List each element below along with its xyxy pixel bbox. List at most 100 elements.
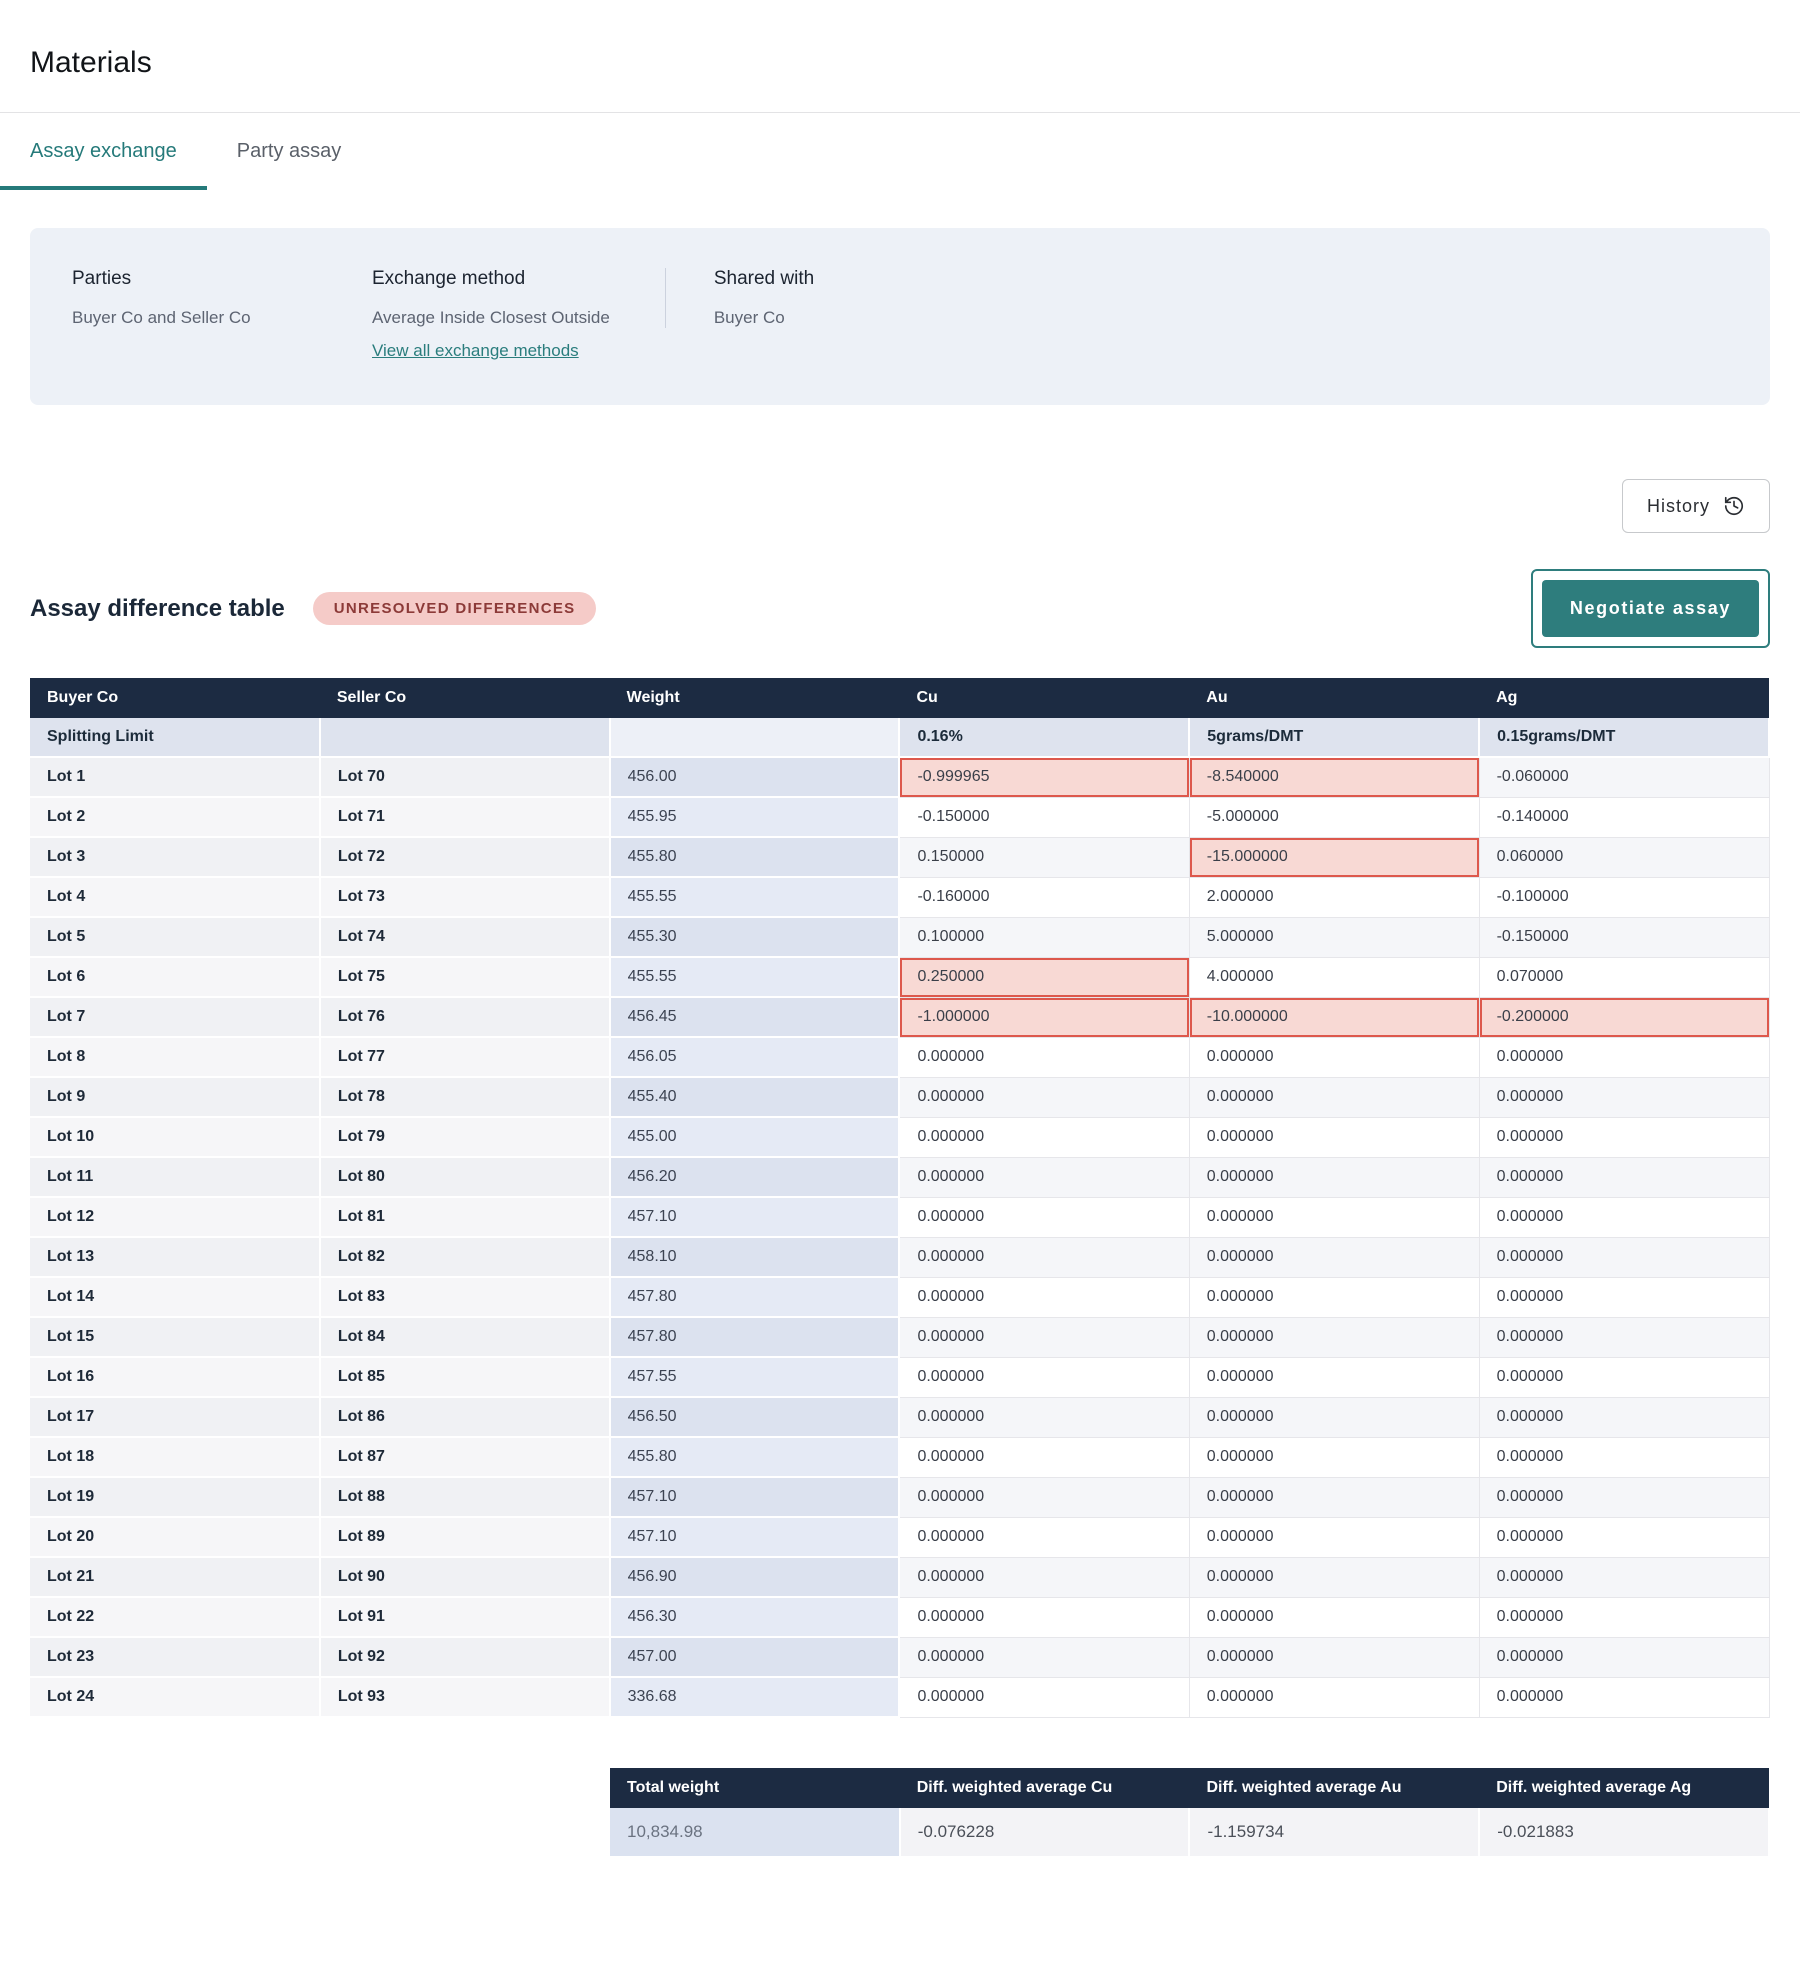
cell-ag: -0.150000 bbox=[1479, 917, 1770, 958]
parties-label: Parties bbox=[72, 268, 132, 289]
cell-au: 0.000000 bbox=[1189, 1557, 1480, 1598]
shared-with-group: Shared with Buyer Co bbox=[664, 268, 869, 328]
table-row: Lot 24 Lot 93 336.68 0.000000 0.000000 0.0000… bbox=[30, 1677, 1770, 1718]
cell-cu: 0.000000 bbox=[899, 1237, 1190, 1278]
cell-ag: 0.000000 bbox=[1479, 1637, 1770, 1678]
cell-au: 0.000000 bbox=[1189, 1197, 1480, 1238]
cell-ag: 0.000000 bbox=[1479, 1117, 1770, 1158]
shared-with-value: Buyer Co bbox=[713, 308, 785, 327]
tab-assay-exchange[interactable]: Assay exchange bbox=[0, 113, 207, 190]
cell-weight: 455.55 bbox=[609, 877, 901, 918]
table-header-row: Buyer Co Seller Co Weight Cu Au Ag bbox=[30, 678, 1769, 718]
cell-au: 0.000000 bbox=[1189, 1477, 1480, 1518]
cell-au: 0.000000 bbox=[1189, 1637, 1480, 1678]
cell-seller: Lot 78 bbox=[319, 1077, 611, 1118]
cell-cu: 0.000000 bbox=[899, 1517, 1190, 1558]
cell-seller: Lot 73 bbox=[319, 877, 611, 918]
cell-seller: Lot 76 bbox=[319, 997, 611, 1038]
title-divider bbox=[0, 112, 1800, 113]
cell-au: 0.000000 bbox=[1189, 1677, 1480, 1718]
cell-weight: 456.05 bbox=[609, 1037, 901, 1078]
cell-buyer: Lot 5 bbox=[30, 917, 321, 958]
splitting-limit-row: Splitting Limit 0.16% 5grams/DMT 0.15gra… bbox=[30, 718, 1770, 758]
cell-cu: 0.000000 bbox=[899, 1117, 1190, 1158]
cell-cu: 0.000000 bbox=[899, 1597, 1190, 1638]
cell-cu: -1.000000 bbox=[899, 997, 1190, 1038]
cell-buyer: Lot 4 bbox=[30, 877, 321, 918]
table-row: Lot 22 Lot 91 456.30 0.000000 0.000000 0.0000… bbox=[30, 1597, 1770, 1638]
table-row: Lot 4 Lot 73 455.55 -0.160000 2.000000 -0.100… bbox=[30, 877, 1770, 918]
cell-ag: 0.060000 bbox=[1479, 837, 1770, 878]
cell-weight: 457.10 bbox=[609, 1517, 901, 1558]
exchange-method-label: Exchange method bbox=[372, 268, 526, 289]
cell-weight: 456.50 bbox=[609, 1397, 901, 1438]
history-button[interactable]: History bbox=[1621, 479, 1770, 533]
cell-seller: Lot 87 bbox=[319, 1437, 611, 1478]
cell-weight: 457.10 bbox=[609, 1197, 901, 1238]
assay-difference-table-wrap: Buyer Co Seller Co Weight Cu Au Ag Split… bbox=[0, 678, 1800, 1718]
cell-weight: 457.10 bbox=[609, 1477, 901, 1518]
cell-au: 0.000000 bbox=[1189, 1037, 1480, 1078]
cell-au: -8.540000 bbox=[1189, 757, 1480, 798]
cell-au: 4.000000 bbox=[1189, 957, 1480, 998]
cell-ag: 0.000000 bbox=[1479, 1357, 1770, 1398]
cell-ag: 0.000000 bbox=[1479, 1277, 1770, 1318]
assay-difference-table: Buyer Co Seller Co Weight Cu Au Ag Split… bbox=[30, 678, 1770, 1718]
cell-seller: Lot 71 bbox=[319, 797, 611, 838]
cell-buyer: Lot 19 bbox=[30, 1477, 321, 1518]
section-title: Assay difference table bbox=[30, 594, 285, 622]
cell-au: 0.000000 bbox=[1189, 1277, 1480, 1318]
table-row: Lot 6 Lot 75 455.55 0.250000 4.000000 0.07000… bbox=[30, 957, 1770, 998]
cell-seller: Lot 92 bbox=[319, 1637, 611, 1678]
history-icon bbox=[1723, 495, 1745, 517]
cell-weight: 455.80 bbox=[609, 1437, 901, 1478]
cell-weight: 458.10 bbox=[609, 1237, 901, 1278]
table-row: Lot 9 Lot 78 455.40 0.000000 0.000000 0.00000… bbox=[30, 1077, 1770, 1118]
cell-seller: Lot 84 bbox=[319, 1317, 611, 1358]
cell-ag: 0.000000 bbox=[1479, 1517, 1770, 1558]
cell-weight: 457.00 bbox=[609, 1637, 901, 1678]
cell-cu: -0.150000 bbox=[899, 797, 1190, 838]
cell-seller: Lot 70 bbox=[319, 757, 611, 798]
cell-weight: 457.55 bbox=[609, 1357, 901, 1398]
cell-cu: 0.000000 bbox=[899, 1437, 1190, 1478]
cell-weight: 456.90 bbox=[609, 1557, 901, 1598]
negotiate-assay-focus-ring: Negotiate assay bbox=[1530, 569, 1770, 648]
cell-buyer: Lot 11 bbox=[30, 1157, 321, 1198]
cell-cu: 0.000000 bbox=[899, 1477, 1190, 1518]
cell-buyer: Lot 8 bbox=[30, 1037, 321, 1078]
cell-buyer: Lot 16 bbox=[30, 1357, 321, 1398]
page-title: Materials bbox=[30, 46, 152, 79]
cell-seller: Lot 93 bbox=[319, 1677, 611, 1718]
cell-cu: 0.000000 bbox=[899, 1557, 1190, 1598]
table-row: Lot 5 Lot 74 455.30 0.100000 5.000000 -0.1500… bbox=[30, 917, 1770, 958]
cell-seller: Lot 79 bbox=[319, 1117, 611, 1158]
negotiate-assay-button[interactable]: Negotiate assay bbox=[1541, 580, 1759, 637]
exchange-method-value: Average Inside Closest Outside bbox=[372, 308, 610, 327]
cell-au: -5.000000 bbox=[1189, 797, 1480, 838]
cell-buyer: Lot 3 bbox=[30, 837, 321, 878]
cell-ag: 0.000000 bbox=[1479, 1597, 1770, 1638]
cell-cu: 0.250000 bbox=[899, 957, 1190, 998]
exchange-info-panel: Parties Buyer Co and Seller Co Exchange … bbox=[30, 228, 1770, 405]
header-seller-co: Seller Co bbox=[319, 678, 610, 718]
cell-weight: 456.30 bbox=[609, 1597, 901, 1638]
cell-ag: 0.000000 bbox=[1479, 1397, 1770, 1438]
cell-cu: -0.999965 bbox=[899, 757, 1190, 798]
cell-cu: 0.000000 bbox=[899, 1677, 1190, 1718]
cell-cu: 0.000000 bbox=[899, 1397, 1190, 1438]
tab-party-assay[interactable]: Party assay bbox=[236, 140, 342, 162]
cell-ag: 0.000000 bbox=[1479, 1157, 1770, 1198]
cell-au: 0.000000 bbox=[1189, 1597, 1480, 1638]
cell-seller: Lot 75 bbox=[319, 957, 611, 998]
view-exchange-methods-link[interactable]: View all exchange methods bbox=[372, 341, 579, 360]
cell-buyer: Lot 13 bbox=[30, 1237, 321, 1278]
splitting-limit-empty bbox=[319, 718, 611, 758]
section-row: Assay difference table UNRESOLVED DIFFER… bbox=[0, 569, 1800, 648]
cell-buyer: Lot 1 bbox=[30, 757, 321, 798]
cell-buyer: Lot 12 bbox=[30, 1197, 321, 1238]
cell-ag: 0.000000 bbox=[1479, 1557, 1770, 1598]
cell-buyer: Lot 7 bbox=[30, 997, 321, 1038]
cell-cu: 0.000000 bbox=[899, 1277, 1190, 1318]
